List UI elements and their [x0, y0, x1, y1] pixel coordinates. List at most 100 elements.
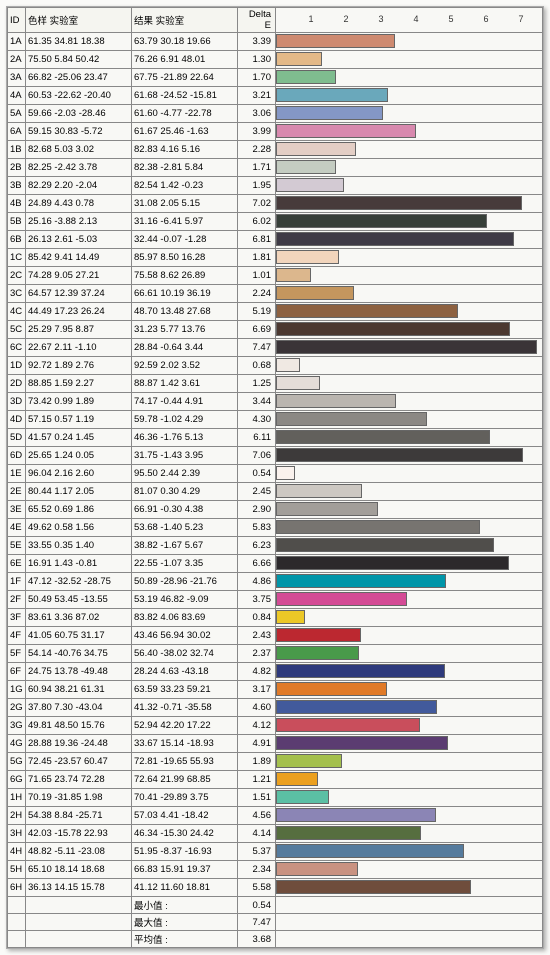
- delta-bar: [276, 376, 320, 390]
- empty-cell: [276, 914, 543, 931]
- cell-sample: 37.80 7.30 -43.04: [26, 699, 132, 717]
- delta-bar: [276, 556, 509, 570]
- delta-bar: [276, 736, 448, 750]
- cell-id: 2F: [8, 591, 26, 609]
- table-row: 6F24.75 13.78 -49.4828.24 4.63 -43.184.8…: [8, 663, 543, 681]
- table-row: 6A59.15 30.83 -5.7261.67 25.46 -1.633.99: [8, 123, 543, 141]
- summary-label: 平均值 :: [132, 931, 238, 948]
- cell-id: 6B: [8, 231, 26, 249]
- cell-sample: 36.13 14.15 15.78: [26, 879, 132, 897]
- cell-id: 6E: [8, 555, 26, 573]
- cell-sample: 57.15 0.57 1.19: [26, 411, 132, 429]
- cell-sample: 80.44 1.17 2.05: [26, 483, 132, 501]
- table-row: 3A66.82 -25.06 23.4767.75 -21.89 22.641.…: [8, 69, 543, 87]
- cell-sample: 82.29 2.20 -2.04: [26, 177, 132, 195]
- cell-id: 2C: [8, 267, 26, 285]
- cell-id: 5C: [8, 321, 26, 339]
- table-row: 5D41.57 0.24 1.4546.36 -1.76 5.136.11: [8, 429, 543, 447]
- cell-result: 75.58 8.62 26.89: [132, 267, 238, 285]
- delta-bar: [276, 772, 318, 786]
- empty-cell: [8, 931, 26, 948]
- cell-delta: 4.82: [238, 663, 276, 681]
- header-row: ID 色样 实验室 结果 实验室 Delta E 1234567: [8, 8, 543, 33]
- cell-result: 31.23 5.77 13.76: [132, 321, 238, 339]
- axis-tick: 4: [413, 14, 418, 24]
- cell-chart: [276, 33, 543, 51]
- cell-sample: 82.68 5.03 3.02: [26, 141, 132, 159]
- table-row: 5C25.29 7.95 8.8731.23 5.77 13.766.69: [8, 321, 543, 339]
- cell-sample: 59.66 -2.03 -28.46: [26, 105, 132, 123]
- delta-bar: [276, 718, 420, 732]
- cell-id: 5G: [8, 753, 26, 771]
- cell-id: 5H: [8, 861, 26, 879]
- table-row: 1H70.19 -31.85 1.9870.41 -29.89 3.751.51: [8, 789, 543, 807]
- cell-delta: 3.75: [238, 591, 276, 609]
- table-row: 4C44.49 17.23 26.2448.70 13.48 27.685.19: [8, 303, 543, 321]
- cell-delta: 2.28: [238, 141, 276, 159]
- cell-result: 66.83 15.91 19.37: [132, 861, 238, 879]
- table-row: 2D88.85 1.59 2.2788.87 1.42 3.611.25: [8, 375, 543, 393]
- cell-chart: [276, 177, 543, 195]
- delta-bar: [276, 862, 358, 876]
- cell-id: 5F: [8, 645, 26, 663]
- table-row: 3B82.29 2.20 -2.0482.54 1.42 -0.231.95: [8, 177, 543, 195]
- cell-id: 5A: [8, 105, 26, 123]
- cell-result: 46.34 -15.30 24.42: [132, 825, 238, 843]
- header-delta: Delta E: [238, 8, 276, 33]
- cell-sample: 25.65 1.24 0.05: [26, 447, 132, 465]
- cell-id: 4E: [8, 519, 26, 537]
- cell-result: 51.95 -8.37 -16.93: [132, 843, 238, 861]
- cell-sample: 33.55 0.35 1.40: [26, 537, 132, 555]
- cell-sample: 54.38 8.84 -25.71: [26, 807, 132, 825]
- cell-delta: 3.17: [238, 681, 276, 699]
- summary-value: 7.47: [238, 914, 276, 931]
- cell-sample: 83.61 3.36 87.02: [26, 609, 132, 627]
- delta-bar: [276, 664, 445, 678]
- cell-chart: [276, 843, 543, 861]
- delta-bar: [276, 826, 421, 840]
- axis-tick: 7: [518, 14, 523, 24]
- table-row: 2A75.50 5.84 50.4276.26 6.91 48.011.30: [8, 51, 543, 69]
- cell-id: 1G: [8, 681, 26, 699]
- cell-result: 33.67 15.14 -18.93: [132, 735, 238, 753]
- table-row: 5F54.14 -40.76 34.7556.40 -38.02 32.742.…: [8, 645, 543, 663]
- cell-delta: 0.54: [238, 465, 276, 483]
- cell-sample: 49.62 0.58 1.56: [26, 519, 132, 537]
- cell-chart: [276, 699, 543, 717]
- cell-result: 38.82 -1.67 5.67: [132, 537, 238, 555]
- table-row: 6C22.67 2.11 -1.1028.84 -0.64 3.447.47: [8, 339, 543, 357]
- table-row: 3G49.81 48.50 15.7652.94 42.20 17.224.12: [8, 717, 543, 735]
- cell-delta: 4.86: [238, 573, 276, 591]
- cell-id: 3F: [8, 609, 26, 627]
- header-id: ID: [8, 8, 26, 33]
- cell-chart: [276, 591, 543, 609]
- table-row: 1G60.94 38.21 61.3163.59 33.23 59.213.17: [8, 681, 543, 699]
- table-row: 6H36.13 14.15 15.7841.12 11.60 18.815.58: [8, 879, 543, 897]
- cell-id: 4F: [8, 627, 26, 645]
- cell-result: 61.60 -4.77 -22.78: [132, 105, 238, 123]
- table-row: 2B82.25 -2.42 3.7882.38 -2.81 5.841.71: [8, 159, 543, 177]
- table-row: 4G28.88 19.36 -24.4833.67 15.14 -18.934.…: [8, 735, 543, 753]
- empty-cell: [276, 931, 543, 948]
- cell-sample: 85.42 9.41 14.49: [26, 249, 132, 267]
- cell-result: 61.68 -24.52 -15.81: [132, 87, 238, 105]
- cell-id: 6G: [8, 771, 26, 789]
- delta-bar: [276, 142, 356, 156]
- cell-delta: 4.30: [238, 411, 276, 429]
- cell-chart: [276, 249, 543, 267]
- delta-bar: [276, 124, 416, 138]
- cell-delta: 2.37: [238, 645, 276, 663]
- cell-delta: 4.12: [238, 717, 276, 735]
- table-row: 4A60.53 -22.62 -20.4061.68 -24.52 -15.81…: [8, 87, 543, 105]
- cell-sample: 75.50 5.84 50.42: [26, 51, 132, 69]
- table-row: 6D25.65 1.24 0.0531.75 -1.43 3.957.06: [8, 447, 543, 465]
- cell-id: 6D: [8, 447, 26, 465]
- empty-cell: [26, 931, 132, 948]
- cell-chart: [276, 753, 543, 771]
- cell-id: 2G: [8, 699, 26, 717]
- cell-chart: [276, 609, 543, 627]
- cell-delta: 6.66: [238, 555, 276, 573]
- empty-cell: [26, 897, 132, 914]
- cell-result: 67.75 -21.89 22.64: [132, 69, 238, 87]
- delta-bar: [276, 340, 537, 354]
